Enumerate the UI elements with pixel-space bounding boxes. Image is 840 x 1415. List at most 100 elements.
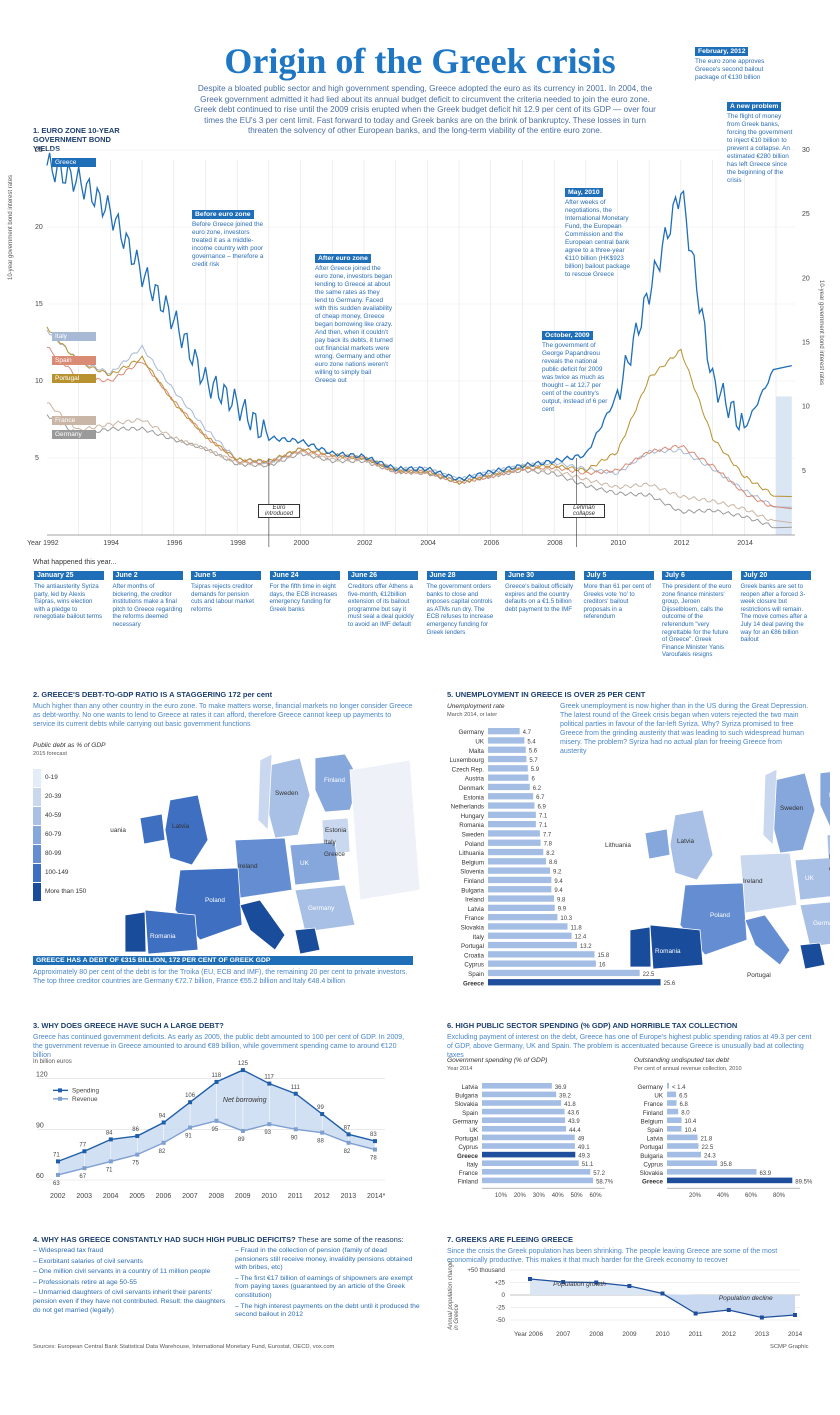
x-tick-label: 2011 xyxy=(689,1331,703,1338)
x-tick-label: 2014 xyxy=(737,540,753,547)
timeline-event-text: Greece's bailout officially expires and … xyxy=(505,583,574,613)
legend-spain: Spain xyxy=(52,356,96,365)
x-tick-label: 2012 xyxy=(314,1193,330,1200)
timeline-event-date: June 5 xyxy=(191,571,261,580)
timeline-event: July 20 Greek banks are set to reopen aft… xyxy=(740,571,811,644)
bar-category-label: Greece xyxy=(457,1153,479,1160)
legend-row: 100-149 xyxy=(33,863,86,882)
map-label-romania: Romania xyxy=(655,948,681,955)
reason-item: – The first €17 billion of earnings of s… xyxy=(235,1274,413,1299)
data-label: 67 xyxy=(79,1174,86,1180)
series-line-germany xyxy=(46,414,792,529)
data-label: 117 xyxy=(264,1075,274,1081)
section5-title: UNEMPLOYMENT IN GREECE IS OVER 25 PER CE… xyxy=(455,690,646,699)
bar-value-label: 49.3 xyxy=(578,1154,590,1160)
bar-value-label: 49 xyxy=(578,1136,585,1142)
bar-category-label: Spain xyxy=(462,1110,478,1117)
unemp-chart-sub: March 2014, or later xyxy=(447,712,498,718)
bar-value-label: 11.8 xyxy=(571,925,583,931)
bar-value-label: 8.0 xyxy=(681,1111,690,1117)
note-text: The government of George Papandreou reve… xyxy=(542,342,608,413)
data-label: 87 xyxy=(344,1125,351,1131)
reason-item: – Unmarried daughters of civil servants … xyxy=(33,1289,226,1314)
section2-sub: Much higher than any other country in th… xyxy=(33,703,413,728)
unemployment-bar xyxy=(488,783,530,791)
bond-y-label-left: 10-year government bond interest rates xyxy=(8,174,14,280)
bar-category-label: Latvia xyxy=(461,1084,478,1091)
x-tick-label: 10% xyxy=(495,1193,508,1199)
unemployment-bar xyxy=(488,737,525,744)
reason-item: – Exorbitant salaries of civil servants xyxy=(33,1257,143,1265)
legend-swatch xyxy=(33,787,41,806)
x-tick-label: 2010 xyxy=(261,1193,277,1200)
country-shape xyxy=(769,772,816,854)
y-tick-label: 25 xyxy=(35,147,43,154)
net-borrowing-label: Net borrowing xyxy=(223,1097,267,1104)
y-right-tick-label: 25 xyxy=(802,211,810,218)
legend-swatch xyxy=(33,768,41,787)
bar-value-label: 35.8 xyxy=(720,1162,732,1168)
timeline-event-text: More than 61 per cent of Greeks vote 'no… xyxy=(583,583,651,621)
y-tick-label: -25 xyxy=(496,1305,506,1312)
bar-value-label: 7.8 xyxy=(544,842,553,848)
section4-heading: 4. WHY HAS GREECE CONSTANTLY HAD SUCH HI… xyxy=(33,1235,433,1244)
unemployment-bar xyxy=(488,728,520,735)
data-label: 93 xyxy=(264,1130,271,1136)
country-shape xyxy=(257,753,273,831)
map-label-greece: Greece xyxy=(829,866,830,873)
unemployment-bar xyxy=(488,923,568,930)
y-tick-label: 90 xyxy=(36,1122,44,1129)
bar-value-label: 7.1 xyxy=(539,823,548,829)
population-chart: +50 thousand +25 0 -25 -50 Population growth P… xyxy=(467,1267,802,1338)
y-tick-label: 10 xyxy=(35,378,43,385)
bar-category-label: Slovakia xyxy=(455,1101,479,1108)
bar-value-label: 41.8 xyxy=(564,1102,576,1108)
legend-label: 60-79 xyxy=(45,831,62,838)
note-head: A new problem xyxy=(727,102,782,111)
bar-value-label: 4.7 xyxy=(523,730,532,736)
data-point xyxy=(320,1112,325,1117)
marker-euro-introduced: Euro introduced xyxy=(258,504,300,518)
legend-label: More than 150 xyxy=(45,888,87,895)
country-shape xyxy=(264,757,311,839)
data-label: 77 xyxy=(79,1142,86,1148)
page-title: Origin of the Greek crisis xyxy=(224,41,616,81)
x-tick-label: 2007 xyxy=(556,1331,571,1338)
bar-value-label: 9.8 xyxy=(557,897,566,903)
bar xyxy=(482,1108,565,1115)
section4-tail: These are some of the reasons: xyxy=(297,1235,404,1244)
country-shape xyxy=(669,809,714,881)
bar-category-label: UK xyxy=(469,1127,478,1134)
legend-greece: Greece xyxy=(52,158,96,167)
data-label: 125 xyxy=(238,1061,249,1067)
bar-value-label: 5.7 xyxy=(529,758,538,764)
unemployment-chart: Germany 4.7 UK 5.4 Malta 5.6 Luxembourg 5.7 Czec… xyxy=(450,728,830,989)
section2-heading: 2. GREECE'S DEBT-TO-GDP RATIO IS A STAGG… xyxy=(33,690,433,699)
bar-category-label: Bulgaria xyxy=(461,887,484,894)
unemployment-bar xyxy=(488,811,536,818)
data-label: 118 xyxy=(212,1073,222,1079)
x-tick-label: Year 2006 xyxy=(514,1331,543,1338)
section3-title: WHY DOES GREECE HAVE SUCH A LARGE DEBT? xyxy=(41,1021,224,1030)
bar-value-label: 15.8 xyxy=(598,953,610,959)
map-label-latvia: Latvia xyxy=(172,823,189,830)
bar xyxy=(667,1177,793,1184)
data-point xyxy=(56,1159,60,1164)
bar-value-label: 36.9 xyxy=(555,1085,567,1091)
bar-category-label: Slovakia xyxy=(461,925,485,932)
legend-title: Public debt as % of GDP xyxy=(33,742,106,749)
section7-title: GREEKS ARE FLEEING GREECE xyxy=(455,1235,574,1244)
section6-number: 6. xyxy=(447,1021,454,1030)
unemployment-bar xyxy=(488,886,552,893)
map-label-lithuania: Lithuania xyxy=(110,827,126,834)
bar-value-label: 63.9 xyxy=(759,1171,771,1177)
note-may-2010: May, 2010 After weeks of negotiations, t… xyxy=(565,181,635,279)
legend-label: 80-99 xyxy=(45,850,62,857)
unemployment-bar xyxy=(488,830,540,837)
data-point xyxy=(594,1280,599,1285)
map-label-france: France xyxy=(110,927,125,934)
bar xyxy=(482,1126,567,1132)
data-label: 99 xyxy=(317,1105,324,1111)
bar-value-label: 24.3 xyxy=(704,1154,716,1160)
bar xyxy=(482,1143,575,1149)
